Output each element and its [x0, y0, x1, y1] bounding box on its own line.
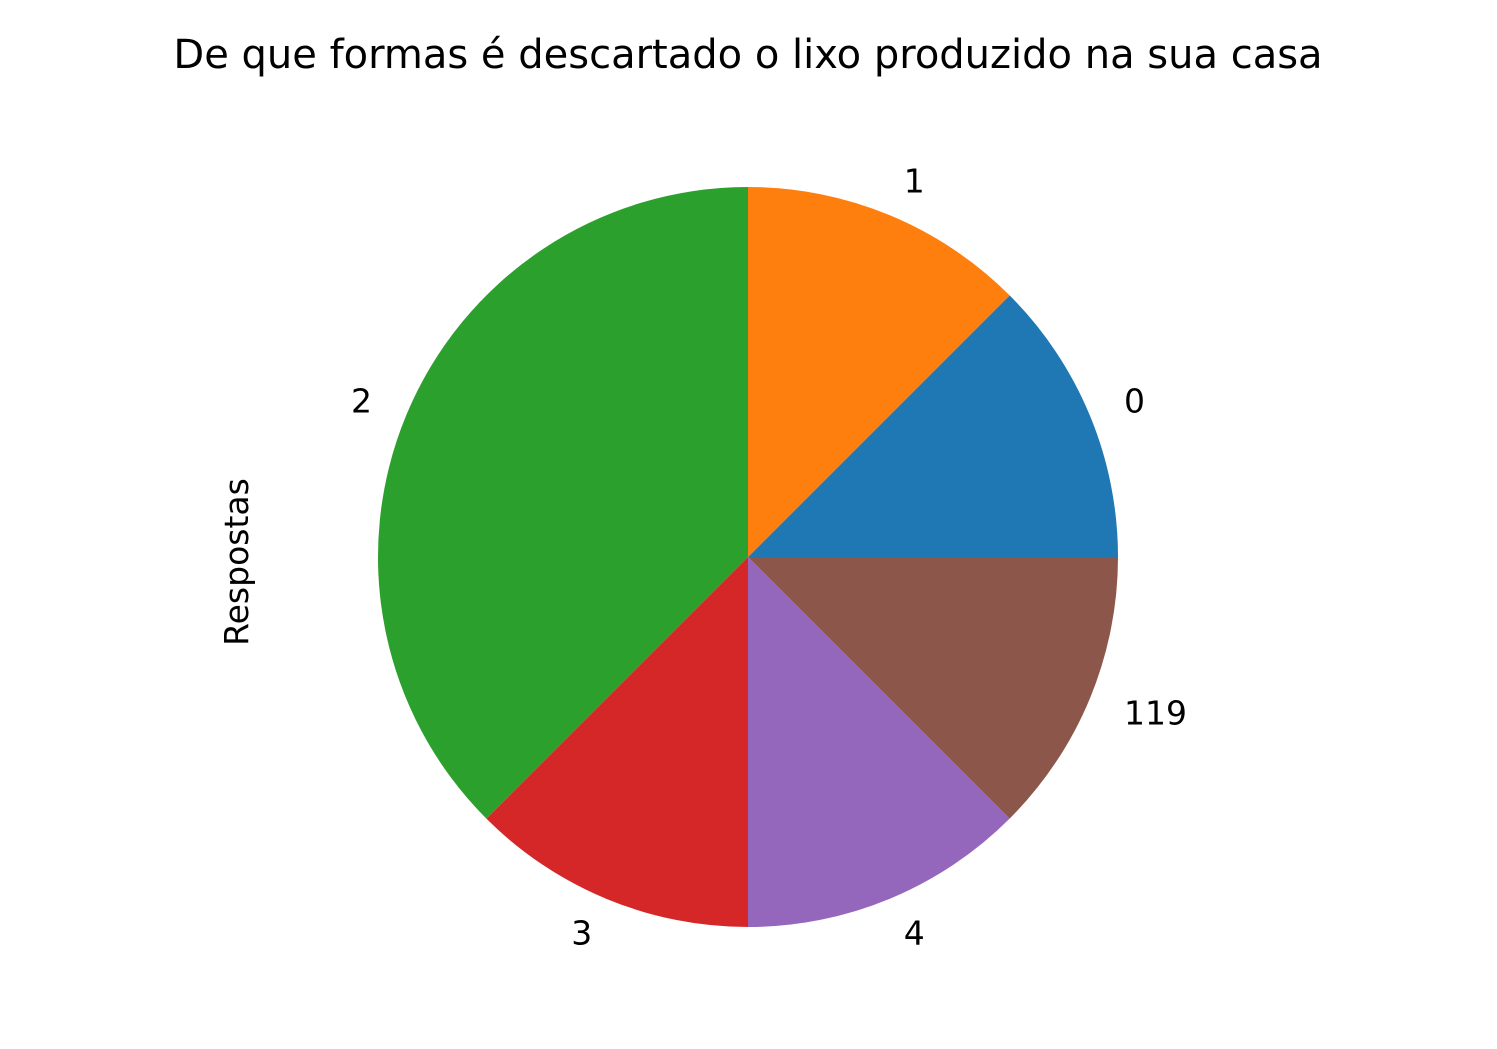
pie-slice-3	[486, 557, 748, 927]
slice-label-2: 2	[351, 382, 372, 421]
pie-slice-2	[378, 187, 748, 819]
pie-slices	[378, 187, 1118, 927]
pie-slice-0	[748, 295, 1118, 557]
pie-slice-1	[748, 187, 1010, 557]
pie-slice-119	[748, 557, 1118, 819]
y-axis-label: Respostas	[217, 478, 256, 646]
pie-slice-labels: 0 1 2 3 4 119	[351, 161, 1187, 952]
pie-slice-4	[748, 557, 1010, 927]
chart-title: De que formas é descartado o lixo produz…	[173, 32, 1322, 78]
slice-label-4: 4	[904, 914, 925, 953]
slice-label-1: 1	[904, 161, 925, 200]
slice-label-3: 3	[571, 914, 592, 953]
slice-label-0: 0	[1124, 382, 1145, 421]
slice-label-119: 119	[1124, 693, 1187, 732]
